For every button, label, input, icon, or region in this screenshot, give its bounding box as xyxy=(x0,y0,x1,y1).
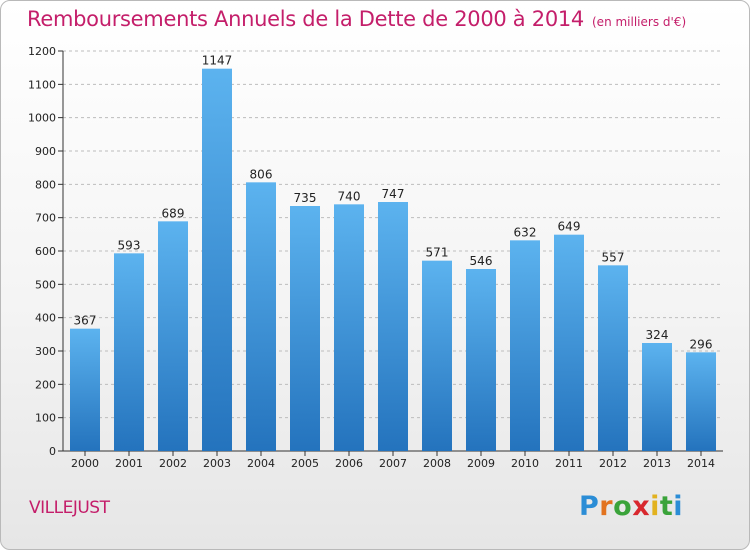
bar xyxy=(70,328,100,451)
data-labels: 367 593 689 1147 806 735 740 747 571 546 632 649 557… xyxy=(74,54,713,352)
data-label: 1147 xyxy=(202,54,233,68)
data-label: 632 xyxy=(514,225,537,239)
y-tick-label: 0 xyxy=(49,445,56,458)
bar xyxy=(114,253,144,451)
y-tick-label: 300 xyxy=(35,345,56,358)
y-axis: 0 100 200 300 400 500 600 700 800 900 1000 1100 1200 xyxy=(28,45,64,458)
y-tick-label: 600 xyxy=(35,245,56,258)
x-tick-label: 2004 xyxy=(247,457,275,470)
data-label: 296 xyxy=(690,337,713,351)
bar xyxy=(598,265,628,451)
x-tick-label: 2014 xyxy=(687,457,715,470)
x-tick-label: 2003 xyxy=(203,457,231,470)
data-label: 689 xyxy=(162,206,185,220)
x-tick-label: 2012 xyxy=(599,457,627,470)
bar xyxy=(686,352,716,451)
bar xyxy=(466,269,496,451)
y-tick-label: 500 xyxy=(35,278,56,291)
chart-title-text: Remboursements Annuels de la Dette de 20… xyxy=(27,7,584,31)
bar xyxy=(202,68,232,452)
logo-letter: o xyxy=(613,491,633,522)
bar xyxy=(642,343,672,451)
x-tick-label: 2007 xyxy=(379,457,407,470)
x-tick-label: 2006 xyxy=(335,457,363,470)
data-label: 747 xyxy=(382,187,405,201)
proxiti-logo[interactable]: Proxiti xyxy=(579,491,683,522)
y-tick-label: 400 xyxy=(35,312,56,325)
bar xyxy=(422,260,452,451)
bar xyxy=(510,240,540,451)
data-label: 740 xyxy=(338,189,361,203)
x-tick-label: 2000 xyxy=(71,457,99,470)
data-label: 806 xyxy=(250,167,273,181)
x-tick-label: 2013 xyxy=(643,457,671,470)
y-tick-label: 900 xyxy=(35,145,56,158)
data-label: 593 xyxy=(118,238,141,252)
x-tick-label: 2010 xyxy=(511,457,539,470)
logo-letter: t xyxy=(659,491,674,522)
logo-letter: i xyxy=(650,491,660,522)
bar xyxy=(334,204,364,451)
logo-letter: x xyxy=(632,491,651,522)
x-tick-label: 2008 xyxy=(423,457,451,470)
x-tick-label: 2001 xyxy=(115,457,143,470)
y-tick-label: 200 xyxy=(35,378,56,391)
y-tick-label: 1200 xyxy=(28,45,56,58)
x-axis: 2000 2001 2002 2003 2004 2005 2006 2007 2008 2009… xyxy=(63,450,723,470)
logo-letter: i xyxy=(673,491,684,522)
y-tick-label: 800 xyxy=(35,178,56,191)
x-tick-label: 2002 xyxy=(159,457,187,470)
bar xyxy=(554,234,584,451)
data-label: 557 xyxy=(602,250,625,264)
data-label: 649 xyxy=(558,220,581,234)
data-label: 367 xyxy=(74,314,97,328)
bars xyxy=(70,68,716,452)
chart-subtitle: (en milliers d'€) xyxy=(592,15,687,29)
bar xyxy=(290,206,320,451)
city-name: VILLEJUST xyxy=(29,498,110,518)
logo-letter: P xyxy=(579,491,600,522)
bar xyxy=(378,202,408,451)
logo-letter: r xyxy=(599,491,614,522)
chart-title: Remboursements Annuels de la Dette de 20… xyxy=(27,7,686,31)
data-label: 324 xyxy=(646,328,669,342)
y-tick-label: 100 xyxy=(35,412,56,425)
y-tick-label: 700 xyxy=(35,212,56,225)
y-tick-label: 1000 xyxy=(28,112,56,125)
data-label: 546 xyxy=(470,254,493,268)
y-tick-label: 1100 xyxy=(28,78,56,91)
data-label: 571 xyxy=(426,246,449,260)
data-label: 735 xyxy=(294,191,317,205)
x-tick-label: 2005 xyxy=(291,457,319,470)
bar xyxy=(158,221,188,451)
x-tick-label: 2011 xyxy=(555,457,583,470)
x-tick-label: 2009 xyxy=(467,457,495,470)
bar xyxy=(246,182,276,452)
